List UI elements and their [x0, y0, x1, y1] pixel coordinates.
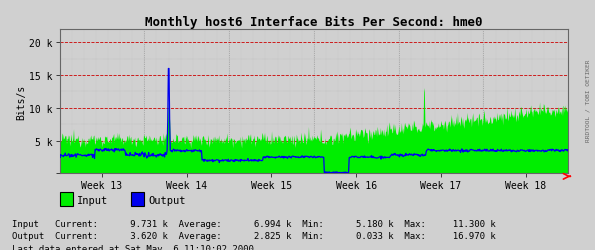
Text: Output: Output	[149, 195, 186, 205]
Text: Input   Current:      9.731 k  Average:      6.994 k  Min:      5.180 k  Max:   : Input Current: 9.731 k Average: 6.994 k …	[12, 219, 496, 228]
Text: RRDTOOL / TOBI OETIKER: RRDTOOL / TOBI OETIKER	[585, 59, 590, 141]
Text: Output  Current:      3.620 k  Average:      2.825 k  Min:      0.033 k  Max:   : Output Current: 3.620 k Average: 2.825 k…	[12, 231, 496, 240]
Title: Monthly host6 Interface Bits Per Second: hme0: Monthly host6 Interface Bits Per Second:…	[145, 16, 483, 29]
Y-axis label: Bits/s: Bits/s	[16, 84, 26, 120]
Text: Last data entered at Sat May  6 11:10:02 2000.: Last data entered at Sat May 6 11:10:02 …	[12, 244, 259, 250]
Text: Input: Input	[77, 195, 109, 205]
